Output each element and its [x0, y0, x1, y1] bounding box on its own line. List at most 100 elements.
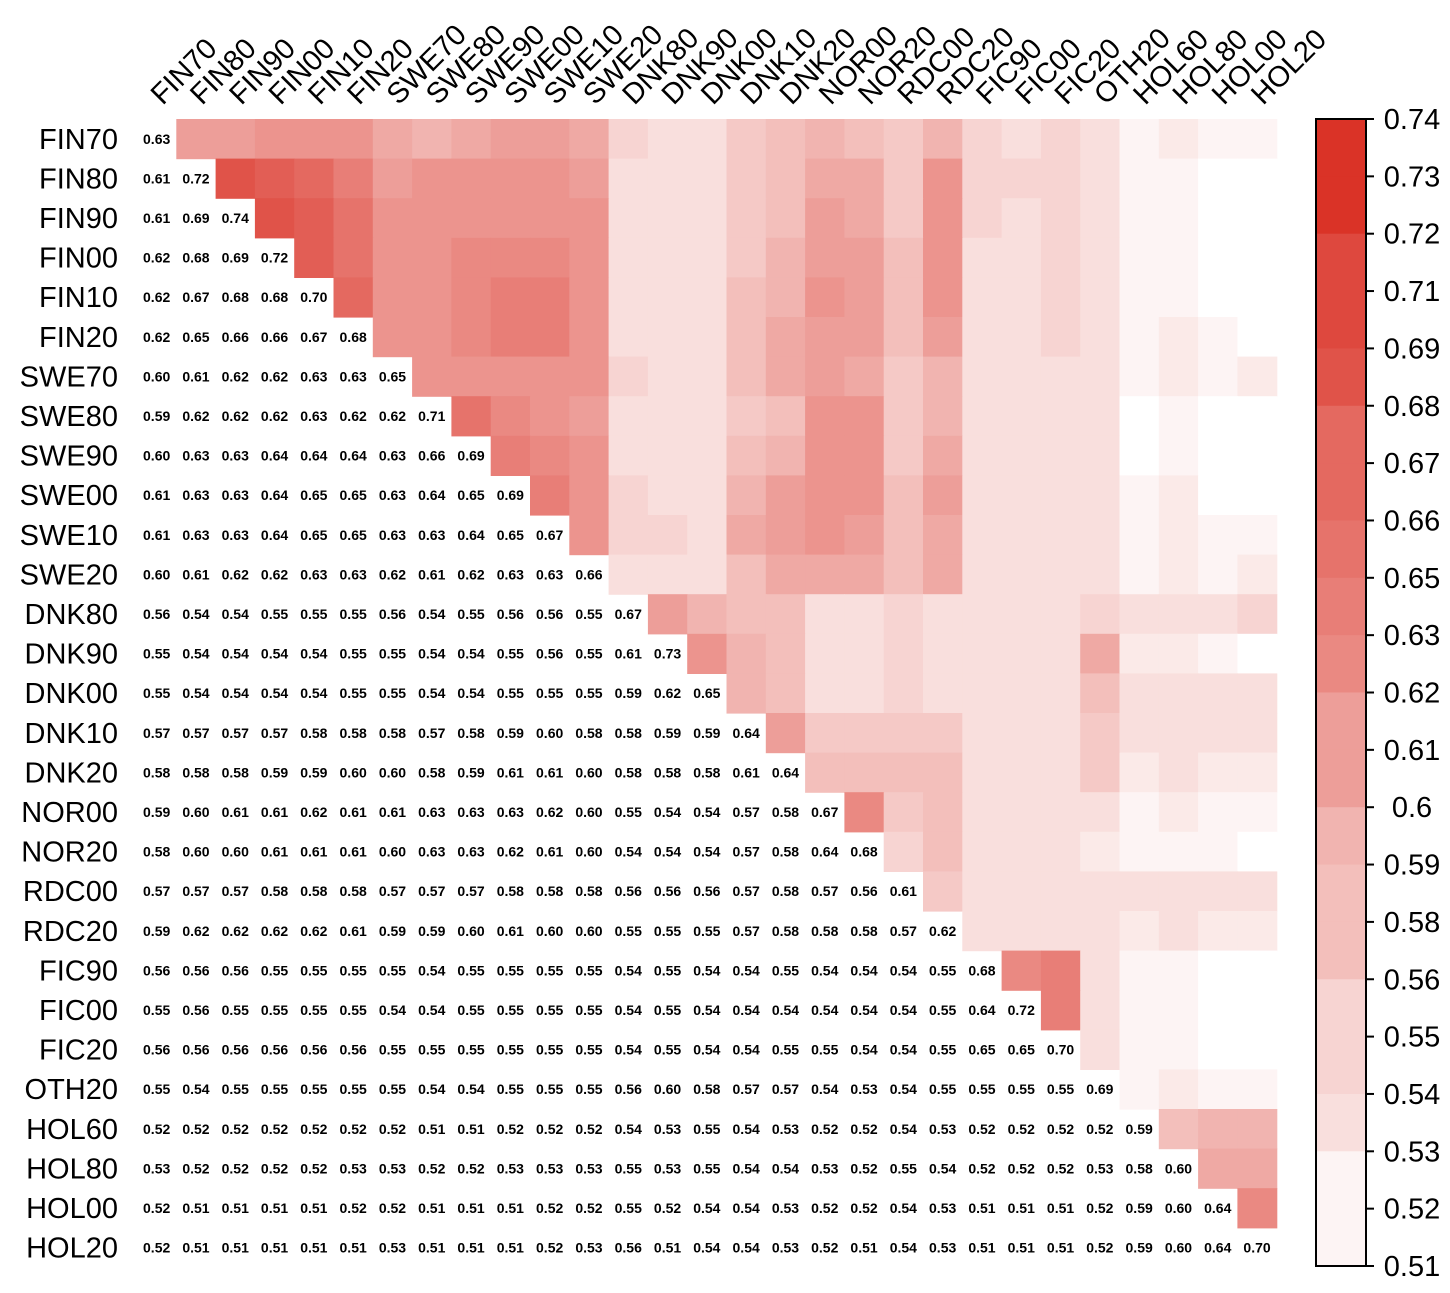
value-label: 0.60: [379, 844, 406, 860]
colorbar-segment: [1316, 807, 1366, 866]
value-label: 0.65: [1008, 1042, 1035, 1058]
heatmap-cell: [1158, 871, 1199, 912]
value-label: 0.54: [772, 1160, 799, 1176]
value-label: 0.52: [222, 1121, 249, 1137]
value-label: 0.60: [575, 804, 602, 820]
heatmap-cell: [962, 792, 1003, 833]
value-label: 0.61: [340, 844, 367, 860]
value-label: 0.52: [1047, 1121, 1074, 1137]
heatmap-cell: [1080, 277, 1121, 318]
value-label: 0.64: [261, 527, 288, 543]
value-label: 0.52: [850, 1121, 877, 1137]
value-label: 0.54: [890, 1081, 917, 1097]
value-label: 0.51: [340, 1240, 367, 1256]
heatmap-cell: [765, 633, 806, 674]
heatmap-cell: [1198, 435, 1238, 476]
value-label: 0.60: [457, 923, 484, 939]
value-label: 0.57: [222, 883, 249, 899]
value-label: 0.54: [615, 844, 642, 860]
heatmap-cell: [923, 515, 963, 556]
value-label: 0.52: [418, 1160, 445, 1176]
heatmap-cell: [883, 713, 924, 754]
heatmap-cell: [923, 356, 963, 397]
heatmap-cell: [1158, 277, 1199, 318]
value-label: 0.54: [850, 962, 877, 978]
value-label: 0.57: [261, 725, 288, 741]
colorbar-tick-label: 0.51: [1384, 1251, 1440, 1283]
value-label: 0.55: [497, 685, 524, 701]
value-label: 0.68: [222, 289, 249, 305]
value-label: 0.65: [300, 487, 327, 503]
value-label: 0.58: [811, 923, 838, 939]
value-label: 0.60: [143, 566, 170, 582]
heatmap-cell: [1080, 990, 1121, 1031]
value-label: 0.51: [261, 1240, 288, 1256]
value-label: 0.55: [340, 646, 367, 662]
heatmap-cell: [883, 356, 924, 397]
value-label: 0.55: [693, 1160, 720, 1176]
value-label: 0.62: [379, 408, 406, 424]
row-label: FIC90: [39, 955, 118, 987]
value-label: 0.58: [693, 1081, 720, 1097]
row-label: SWE10: [20, 520, 118, 552]
heatmap-cell: [726, 356, 767, 397]
heatmap-cell: [608, 435, 649, 476]
heatmap-cell: [962, 119, 1003, 160]
colorbar-tick-label: 0.66: [1384, 505, 1440, 537]
heatmap-cell: [962, 317, 1003, 358]
value-label: 0.61: [340, 923, 367, 939]
heatmap-cell: [1198, 871, 1238, 912]
heatmap-cell: [412, 119, 452, 160]
value-label: 0.55: [693, 923, 720, 939]
value-label: 0.55: [575, 606, 602, 622]
value-label: 0.52: [968, 1121, 995, 1137]
heatmap-cell: [883, 119, 924, 160]
heatmap-cell: [962, 475, 1003, 516]
value-label: 0.54: [890, 1121, 917, 1137]
upper-triangle-cells: [176, 119, 1278, 1229]
heatmap-cell: [765, 554, 806, 595]
value-label: 0.55: [890, 1160, 917, 1176]
value-label: 0.61: [143, 487, 170, 503]
row-label: DNK10: [25, 718, 119, 750]
value-label: 0.65: [300, 527, 327, 543]
value-label: 0.55: [1008, 1081, 1035, 1097]
value-label: 0.52: [536, 1121, 563, 1137]
value-label: 0.55: [811, 1042, 838, 1058]
colorbar-tick-label: 0.55: [1384, 1022, 1440, 1054]
heatmap-cell: [687, 475, 728, 516]
heatmap-cell: [569, 277, 610, 318]
value-label: 0.57: [733, 923, 760, 939]
value-label: 0.56: [654, 883, 681, 899]
value-label: 0.67: [811, 804, 838, 820]
heatmap-cell: [765, 277, 806, 318]
value-label: 0.64: [1204, 1200, 1231, 1216]
heatmap-cell: [962, 752, 1003, 793]
heatmap-cell: [1158, 1109, 1199, 1150]
heatmap-cell: [805, 752, 845, 793]
heatmap-cell: [1237, 237, 1278, 278]
heatmap-cell: [1198, 1069, 1238, 1110]
value-label: 0.64: [261, 448, 288, 464]
heatmap-cell: [608, 356, 649, 397]
value-label: 0.63: [536, 566, 563, 582]
heatmap-cell: [647, 119, 688, 160]
value-label: 0.62: [182, 923, 209, 939]
heatmap-cell: [805, 237, 845, 278]
value-label: 0.56: [143, 962, 170, 978]
colorbar-segment: [1316, 463, 1366, 522]
heatmap-cell: [490, 158, 531, 199]
row-label: FIN20: [39, 322, 118, 354]
heatmap-cell: [1237, 1188, 1278, 1229]
heatmap-cell: [962, 673, 1003, 714]
heatmap-cell: [765, 317, 806, 358]
heatmap-cell: [962, 911, 1003, 952]
heatmap-cell: [1119, 1069, 1160, 1110]
heatmap-cell: [490, 396, 531, 437]
value-label: 0.58: [615, 725, 642, 741]
heatmap-cell: [1158, 119, 1199, 160]
heatmap-cell: [1119, 633, 1160, 674]
value-label: 0.55: [261, 1081, 288, 1097]
value-label: 0.55: [615, 923, 642, 939]
value-label: 0.58: [693, 764, 720, 780]
